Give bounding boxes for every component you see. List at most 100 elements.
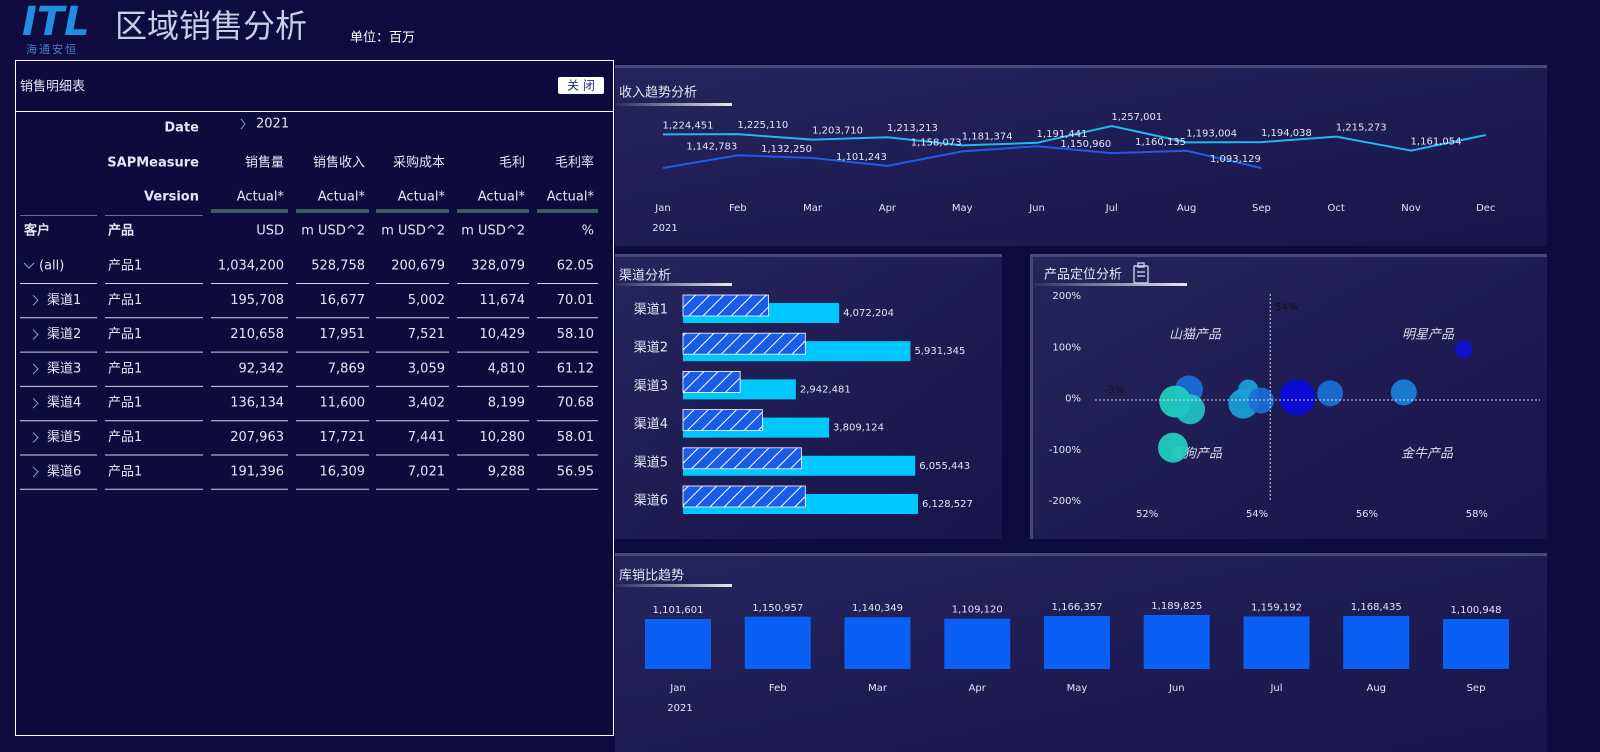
bar xyxy=(1044,616,1110,669)
measure-header: 销售量 xyxy=(245,155,284,171)
close-button[interactable] xyxy=(558,77,604,94)
data-label: 2,942,481 xyxy=(800,384,851,395)
x-tick-label: Sep xyxy=(1467,683,1486,694)
row-customer: 渠道6 xyxy=(47,464,81,479)
data-label: 1,093,129 xyxy=(1210,154,1261,165)
measure-header: 毛利 xyxy=(499,156,525,171)
table-cell: 9,288 xyxy=(488,464,525,479)
logo-subtitle: 海通安恒 xyxy=(26,42,78,56)
table-cell: 3,059 xyxy=(408,361,445,376)
table-cell: 70.01 xyxy=(557,293,594,308)
table-cell: 7,521 xyxy=(408,327,445,342)
table-cell: 8,199 xyxy=(488,396,525,411)
chart-title: 产品定位分析 xyxy=(1044,268,1122,283)
data-label: 1,166,357 xyxy=(1052,602,1103,613)
data-label: 1,150,957 xyxy=(752,603,803,614)
version-header: Actual* xyxy=(478,190,526,205)
close-button-label[interactable]: 关 闭 xyxy=(567,79,595,93)
table-cell: 10,429 xyxy=(480,327,526,342)
table-cell: 136,134 xyxy=(230,396,284,411)
x-tick-label: Feb xyxy=(769,683,787,694)
data-label: 1,194,038 xyxy=(1261,128,1312,139)
x-tick-label: Sep xyxy=(1252,203,1271,214)
date-value: 2021 xyxy=(256,117,289,132)
table-cell: 17,951 xyxy=(320,327,366,342)
y-tick-label: 渠道2 xyxy=(634,341,668,356)
y-tick-label: 渠道6 xyxy=(634,494,668,509)
x-tick-label: Apr xyxy=(969,683,987,694)
table-cell: 58.10 xyxy=(557,327,594,342)
row-product: 产品1 xyxy=(108,327,142,342)
expand-icon xyxy=(32,294,39,306)
bar xyxy=(744,616,811,669)
data-label: 1,191,441 xyxy=(1037,129,1088,140)
column-header: 产品 xyxy=(108,223,134,239)
bubble xyxy=(1279,379,1316,416)
table-cell: 328,079 xyxy=(471,259,525,274)
y-tick-label: 100% xyxy=(1052,342,1081,353)
bar xyxy=(682,447,802,470)
row-customer: (all) xyxy=(39,259,64,274)
bar xyxy=(682,370,741,393)
bubble xyxy=(1175,394,1206,425)
y-tick-label: 渠道5 xyxy=(634,455,668,470)
title-underline xyxy=(615,283,732,286)
table-cell: 17,721 xyxy=(320,430,366,445)
x-tick-label: Jan xyxy=(654,203,670,214)
table-cell: 11,600 xyxy=(320,396,366,411)
measure-header: 销售收入 xyxy=(313,155,365,171)
row-customer: 渠道3 xyxy=(47,361,81,376)
table-cell: 4,810 xyxy=(488,361,525,376)
version-header: Actual* xyxy=(547,190,595,205)
quadrant-label: 山猫产品 xyxy=(1169,328,1222,343)
expand-icon xyxy=(32,363,39,375)
bar xyxy=(682,332,806,355)
column-header: m USD^2 xyxy=(381,224,445,239)
measure-header: 采购成本 xyxy=(393,155,445,171)
data-label: 1,213,213 xyxy=(887,123,938,134)
page-title: 区域销售分析 xyxy=(115,7,307,45)
x-tick-label: Jul xyxy=(1269,683,1282,694)
header-bar xyxy=(376,209,449,213)
data-label: 1,181,374 xyxy=(962,131,1013,142)
chart-title: 库销比趋势 xyxy=(619,568,684,584)
data-label: 5,931,345 xyxy=(914,346,965,357)
column-header: m USD^2 xyxy=(301,224,365,239)
table-cell: 7,441 xyxy=(408,430,445,445)
table-cell: 10,280 xyxy=(480,430,526,445)
x-tick-label: May xyxy=(952,203,973,214)
bubble xyxy=(1317,380,1344,407)
table-cell: 61.12 xyxy=(557,361,594,376)
x-tick-label: 56% xyxy=(1356,509,1378,520)
chart-title: 渠道分析 xyxy=(619,269,671,284)
y-tick-label: 渠道3 xyxy=(634,379,668,394)
data-label: 1,140,349 xyxy=(852,603,903,614)
x-tick-label: 54% xyxy=(1246,509,1268,520)
expand-icon xyxy=(32,432,39,443)
table-cell: 62.05 xyxy=(557,259,594,274)
data-label: 1,132,250 xyxy=(761,144,812,155)
title-underline xyxy=(615,584,732,587)
panel-border xyxy=(1030,254,1547,257)
data-label: 1,158,073 xyxy=(911,137,962,148)
bar xyxy=(1243,616,1310,669)
row-customer: 渠道4 xyxy=(47,396,81,411)
y-tick-label: 0% xyxy=(1065,394,1081,405)
reference-label: 54% xyxy=(1275,302,1297,313)
data-label: 1,160,135 xyxy=(1135,137,1186,148)
table-cell: 16,677 xyxy=(320,293,366,308)
row-customer: 渠道5 xyxy=(47,430,81,445)
data-label: 1,159,192 xyxy=(1251,602,1302,613)
x-tick-label: Mar xyxy=(868,683,888,694)
expand-icon xyxy=(32,397,39,409)
bar xyxy=(1143,615,1210,669)
bubble xyxy=(1247,387,1274,414)
bar xyxy=(682,485,806,508)
row-customer: 渠道1 xyxy=(47,293,81,308)
header-bar xyxy=(211,209,288,213)
bubble xyxy=(1158,432,1189,463)
clipboard-icon xyxy=(1133,262,1149,284)
column-header: % xyxy=(582,224,594,239)
data-label: 1,100,948 xyxy=(1451,605,1502,616)
panel-border xyxy=(615,65,1547,68)
